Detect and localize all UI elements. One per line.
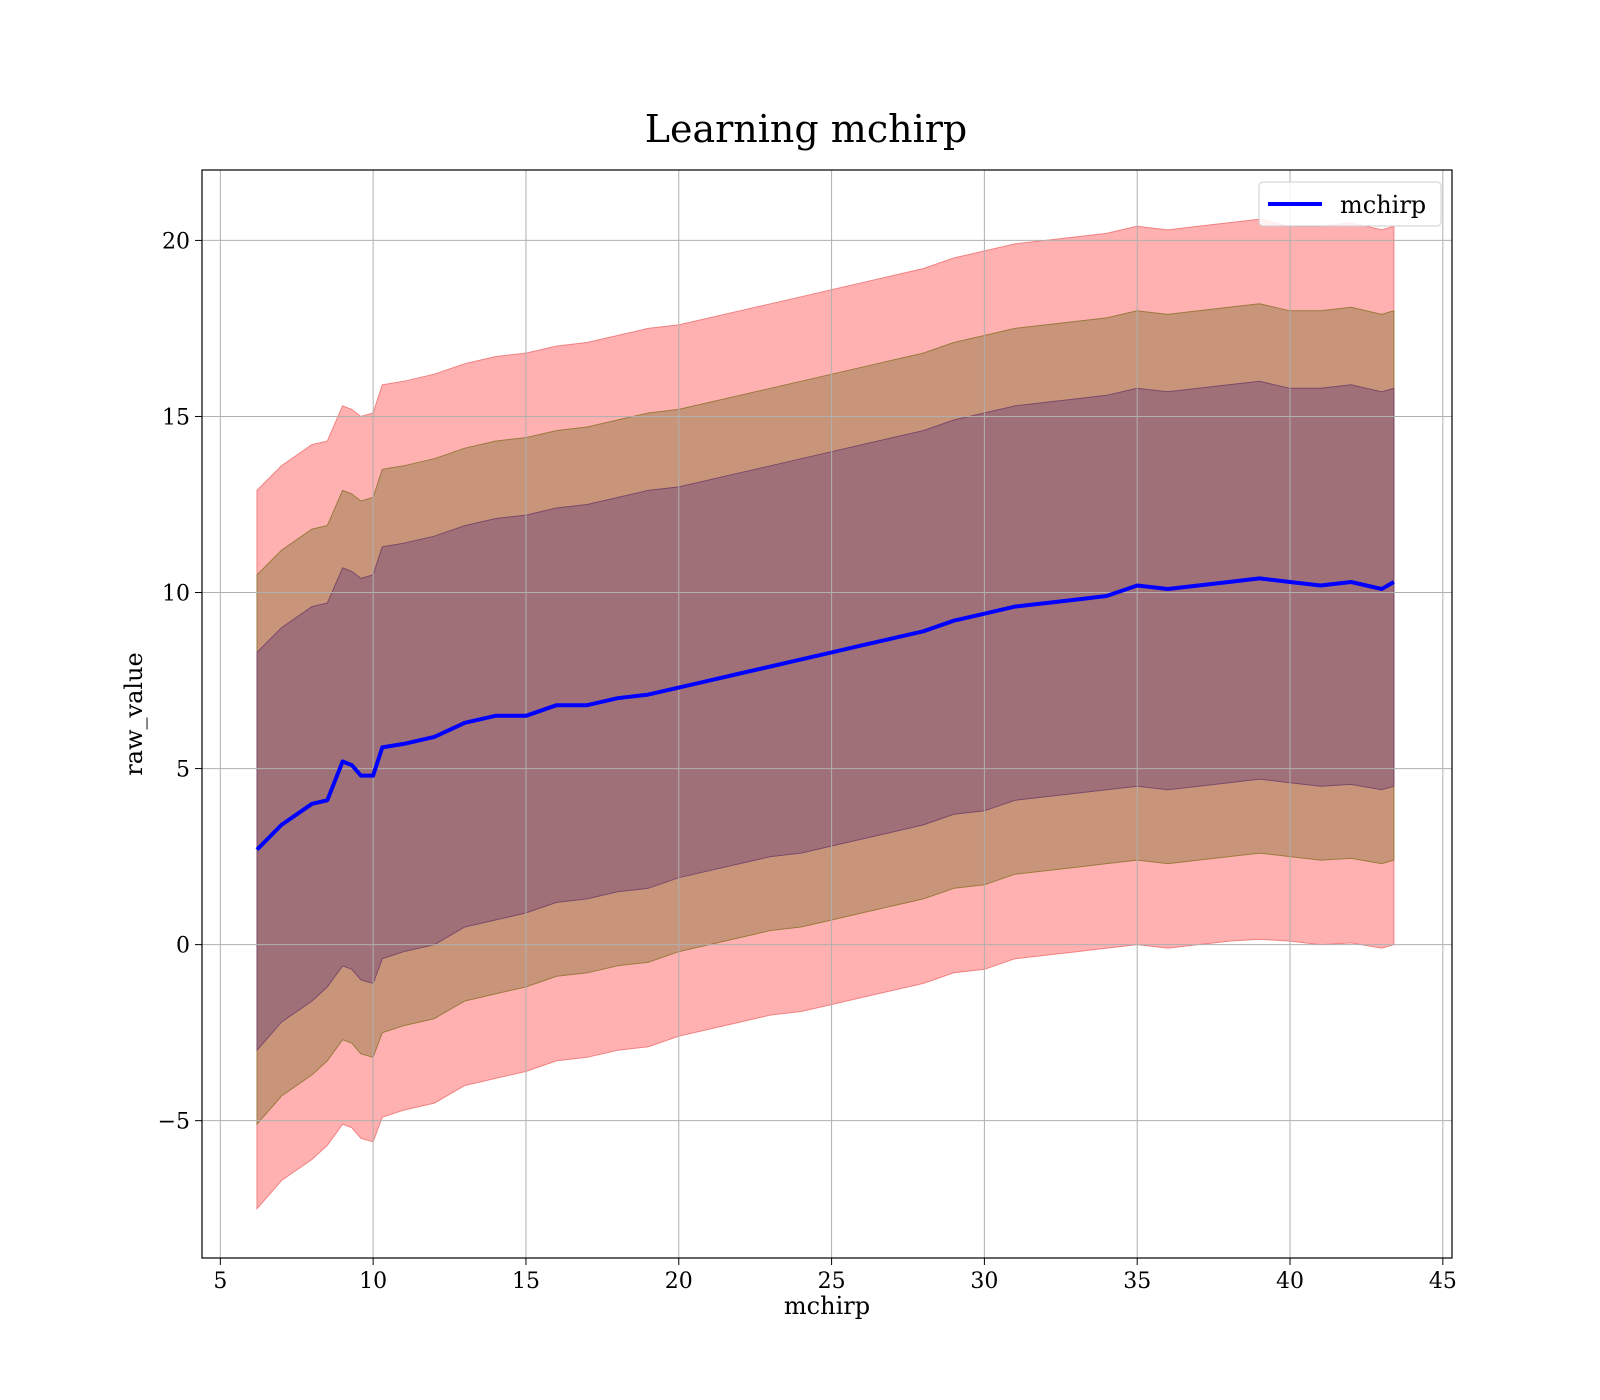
y-tick-label: 5 (176, 758, 190, 783)
y-tick-label: 15 (162, 405, 190, 430)
x-tick-label: 40 (1276, 1269, 1304, 1294)
x-tick-label: 20 (665, 1269, 693, 1294)
plot-frame (201, 169, 1453, 1259)
x-tick-label: 30 (970, 1269, 998, 1294)
legend-box (1258, 181, 1442, 227)
plot-area: 5 10 15 20 25 30 35 40 45 −5 0 5 10 15 20 (158, 170, 1457, 1294)
band-inner (256, 380, 1395, 1052)
y-tick-label: 20 (162, 229, 190, 254)
chart-title: Learning mchirp (645, 107, 967, 151)
x-tick-label: 45 (1429, 1269, 1457, 1294)
series-line-mchirp (255, 576, 1395, 852)
y-tick-label: 0 (176, 934, 190, 959)
legend: mchirp (1258, 181, 1442, 227)
x-tick-label: 5 (213, 1269, 227, 1294)
x-tick-label: 10 (359, 1269, 387, 1294)
x-tick-label: 25 (818, 1269, 846, 1294)
legend-label-mchirp: mchirp (1340, 191, 1426, 219)
x-tick-label: 15 (512, 1269, 540, 1294)
y-axis-label: raw_value (120, 652, 148, 776)
x-tick-label: 35 (1123, 1269, 1151, 1294)
y-tick-label: 10 (162, 582, 190, 607)
x-axis-label: mchirp (784, 1292, 870, 1320)
y-tick-label: −5 (158, 1110, 190, 1135)
